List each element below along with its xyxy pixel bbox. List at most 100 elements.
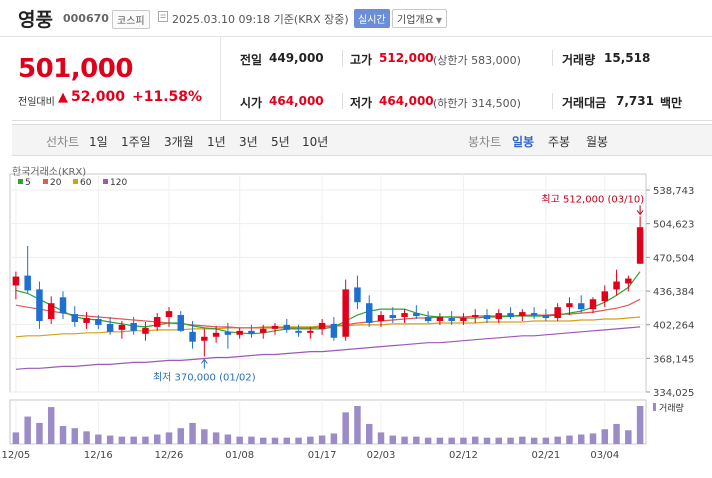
upper-limit: (상한가 583,000) <box>433 54 521 67</box>
period-10y[interactable]: 10년 <box>302 135 329 149</box>
legend-label-2: 60 <box>80 178 92 188</box>
candle-body <box>106 323 114 332</box>
volume-bar <box>177 428 185 444</box>
volume-bar <box>36 422 43 444</box>
candle-body <box>377 315 385 321</box>
price-summary: 501,000 전일대비 ▲ 52,000 +11.58% 전일 449,000… <box>12 36 712 121</box>
candle-chart-title[interactable]: 봉차트 <box>468 135 502 149</box>
volume-bar <box>248 436 255 444</box>
volume-bar <box>130 436 137 444</box>
chart-source-label: 한국거래소(KRX) <box>12 166 86 178</box>
stock-chart[interactable]: 한국거래소(KRX) 5 20 60 120 538,743 504,623 470,504 4… <box>0 162 712 478</box>
period-3m[interactable]: 3개월 <box>164 135 194 149</box>
candle-body <box>625 278 632 284</box>
volume-bar <box>483 437 491 444</box>
volume-bar <box>577 434 585 444</box>
period-5y[interactable]: 5년 <box>271 135 290 149</box>
candle-body <box>83 318 90 323</box>
volume-bar <box>189 422 196 444</box>
volume-bar <box>589 433 597 444</box>
candle-body <box>118 324 126 330</box>
volume-bar <box>142 436 149 444</box>
candle-weekly[interactable]: 주봉 <box>548 135 571 149</box>
candle-body <box>189 331 196 342</box>
candle-body <box>165 311 173 318</box>
volume-bar <box>636 406 644 444</box>
volume-bar <box>448 437 455 444</box>
change-value: 52,000 <box>71 89 126 105</box>
prev-close-value: 449,000 <box>269 51 324 65</box>
x-tick-label: 12/05 <box>1 450 30 461</box>
volume-legend-label: 거래량 <box>659 402 684 414</box>
low-annotation: 최저 370,000 (01/02) <box>153 372 256 384</box>
current-price: 501,000 <box>18 54 133 84</box>
stock-header: 영풍 000670 코스피 2025.03.10 09:18 기준(KRX 장중… <box>0 0 712 37</box>
candle-body <box>519 312 526 317</box>
volume-bar <box>153 434 161 444</box>
candle-body <box>589 299 597 310</box>
candle-daily[interactable]: 일봉 <box>512 135 535 149</box>
ma5-line <box>15 271 641 335</box>
company-info-button[interactable]: 기업개요 ▼ <box>392 9 447 28</box>
candle-body <box>471 315 479 318</box>
volume-bar <box>330 433 338 444</box>
candle-body <box>413 313 420 317</box>
candle-body <box>436 317 444 321</box>
volume-bar <box>625 430 632 444</box>
ma120-line <box>15 326 641 370</box>
line-chart-title[interactable]: 선차트 <box>46 135 80 149</box>
market-badge: 코스피 <box>112 10 150 29</box>
y-tick-label: 538,743 <box>653 186 694 197</box>
candle-body <box>554 307 561 319</box>
candle-body <box>248 330 255 334</box>
x-tick-label: 12/26 <box>155 450 184 461</box>
candle-body <box>201 336 208 341</box>
low-value: 464,000 <box>379 94 434 108</box>
candle-body <box>36 289 43 321</box>
volume-bar <box>118 436 126 444</box>
legend-swatch-1 <box>43 179 48 184</box>
period-1y[interactable]: 1년 <box>207 135 226 149</box>
x-tick-label: 12/16 <box>84 450 113 461</box>
candle-body <box>636 227 644 264</box>
candle-body <box>354 287 361 303</box>
volume-bar <box>201 429 208 444</box>
volume-bar <box>436 437 444 444</box>
legend-label-1: 20 <box>50 178 62 188</box>
volume-bar <box>530 437 538 444</box>
candle-body <box>59 297 67 314</box>
period-1d[interactable]: 1일 <box>89 135 108 149</box>
volume-bar <box>95 434 102 444</box>
candle-body <box>365 303 373 323</box>
price-frame <box>9 173 647 393</box>
timestamp: 2025.03.10 09:18 기준(KRX 장중) <box>172 13 349 26</box>
candle-body <box>401 313 408 318</box>
chart-svg[interactable]: 한국거래소(KRX)5 20 60 120 538,743 504,623 470,504 4… <box>0 162 712 474</box>
candle-body <box>460 318 467 321</box>
x-tick-label: 03/04 <box>590 450 619 461</box>
candle-monthly[interactable]: 월봉 <box>586 135 609 149</box>
volume-bar <box>601 429 609 444</box>
x-tick-label: 01/17 <box>308 450 337 461</box>
candle-body <box>271 325 279 329</box>
up-arrow-icon: ▲ <box>58 90 68 105</box>
legend-swatch-2 <box>73 179 78 184</box>
candle-body <box>212 332 220 337</box>
candle-body <box>47 303 55 320</box>
realtime-badge[interactable]: 실시간 <box>354 9 390 28</box>
volume-legend-swatch <box>653 403 656 411</box>
candle-body <box>95 319 102 325</box>
candle-body <box>542 315 550 319</box>
period-3y[interactable]: 3년 <box>239 135 258 149</box>
candle-body <box>601 291 609 302</box>
volume-bar <box>71 428 79 444</box>
volume-bar <box>542 437 550 444</box>
volume-bar <box>12 432 20 444</box>
candle-body <box>448 318 455 321</box>
candle-body <box>577 303 585 310</box>
volume-bar <box>354 406 361 444</box>
candle-body <box>495 313 503 320</box>
volume-bar <box>460 437 467 444</box>
low-arrowhead-icon <box>200 358 208 364</box>
period-1w[interactable]: 1주일 <box>121 135 151 149</box>
